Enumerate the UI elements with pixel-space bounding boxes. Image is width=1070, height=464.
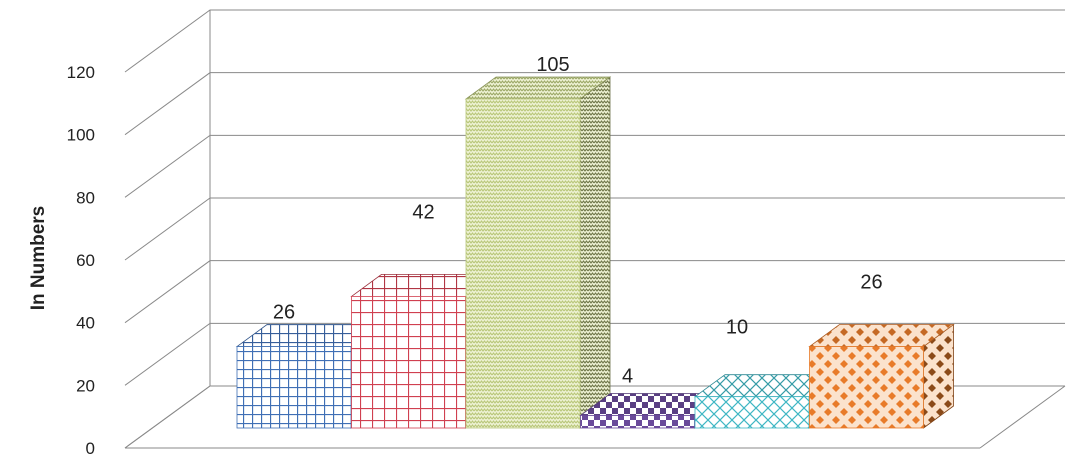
gridline [124,9,1065,73]
floor-edge-right [979,385,1066,449]
bars [235,76,955,429]
y-tick-label: 100 [67,126,95,145]
data-label: 26 [860,272,882,294]
bar-front [694,396,810,429]
y-tick-label: 120 [67,63,95,82]
bar-front [465,98,581,429]
gridline [124,197,1065,261]
gridline [124,134,1065,198]
data-label: 105 [536,54,569,76]
y-tick-label: 0 [86,439,95,458]
bar [808,323,955,429]
data-label: 10 [726,317,748,339]
data-labels: 26 42 105 4 10 26 [273,54,883,387]
y-tick-label: 60 [76,251,95,270]
gridlines [124,9,1065,449]
y-tick-label: 80 [76,188,95,207]
y-axis-title: In Numbers [28,206,49,311]
bar-side [579,76,611,429]
y-tick-label: 20 [76,376,95,395]
bar-front [580,415,695,429]
data-label: 26 [273,302,295,324]
bar-front [809,346,924,429]
bar-front [236,346,352,429]
data-label: 42 [412,201,434,223]
gridline [124,260,1065,324]
y-axis-ticks: 0 20 40 60 80 100 120 [67,63,95,458]
bar-front [351,295,466,429]
y-tick-label: 40 [76,314,95,333]
data-label: 4 [622,365,633,387]
gridline [124,72,1065,136]
bar [464,76,612,429]
gridline [124,322,1065,386]
